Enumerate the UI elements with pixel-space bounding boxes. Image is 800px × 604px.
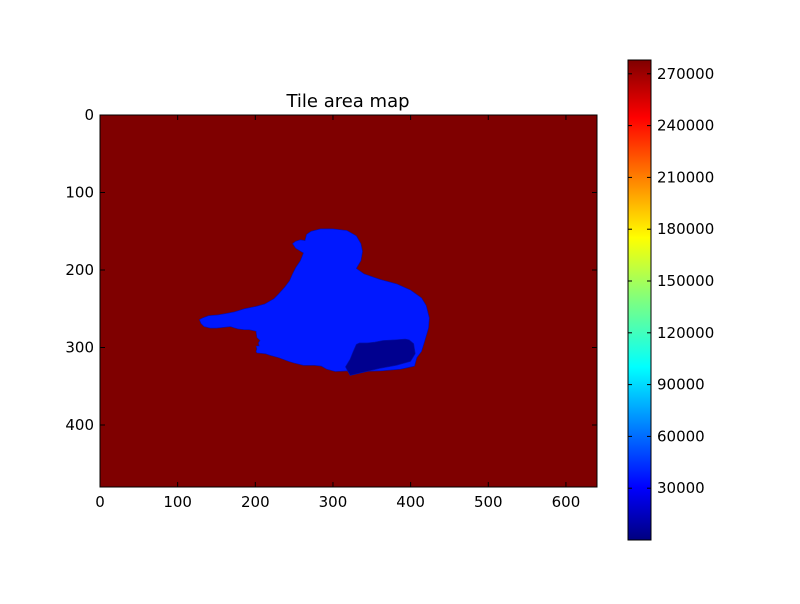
- y-tick-label: 200: [65, 261, 94, 279]
- colorbar-tick-label: 30000: [657, 479, 705, 497]
- plot-frame: [99, 114, 598, 488]
- colorbar-tick-label: 270000: [657, 65, 714, 83]
- colorbar-tick-label: 90000: [657, 376, 705, 394]
- colorbar-gradient: [627, 59, 652, 541]
- colorbar-tick-label: 60000: [657, 427, 705, 445]
- x-tick-label: 100: [163, 493, 192, 511]
- x-tick-label: 400: [396, 493, 425, 511]
- x-tick-label: 500: [474, 493, 503, 511]
- x-tick-label: 300: [319, 493, 348, 511]
- x-tick-label: 600: [552, 493, 581, 511]
- colorbar-tick-label: 120000: [657, 324, 714, 342]
- y-tick-label: 100: [65, 184, 94, 202]
- plot-area: [99, 114, 598, 488]
- y-tick-label: 300: [65, 339, 94, 357]
- x-tick-label: 0: [95, 493, 105, 511]
- y-axis: 0 100 200 300 400: [65, 106, 597, 434]
- colorbar-tick-label: 180000: [657, 220, 714, 238]
- y-tick-label: 400: [65, 416, 94, 434]
- colorbar-tick-label: 150000: [657, 272, 714, 290]
- colorbar-ticks: 30000 60000 90000 120000 150000 180000 210000 2…: [628, 65, 714, 497]
- x-tick-label: 200: [241, 493, 270, 511]
- region-figure: [199, 228, 430, 372]
- x-axis: 0 100 200 300 400 500 600: [95, 115, 580, 511]
- chart-title: Tile area map: [285, 91, 409, 112]
- y-tick-label: 0: [84, 106, 94, 124]
- region-shadow: [345, 338, 416, 376]
- colorbar-tick-label: 210000: [657, 168, 714, 186]
- colorbar-tick-label: 240000: [657, 117, 714, 135]
- colorbar: 30000 60000 90000 120000 150000 180000 210000 2…: [627, 59, 714, 541]
